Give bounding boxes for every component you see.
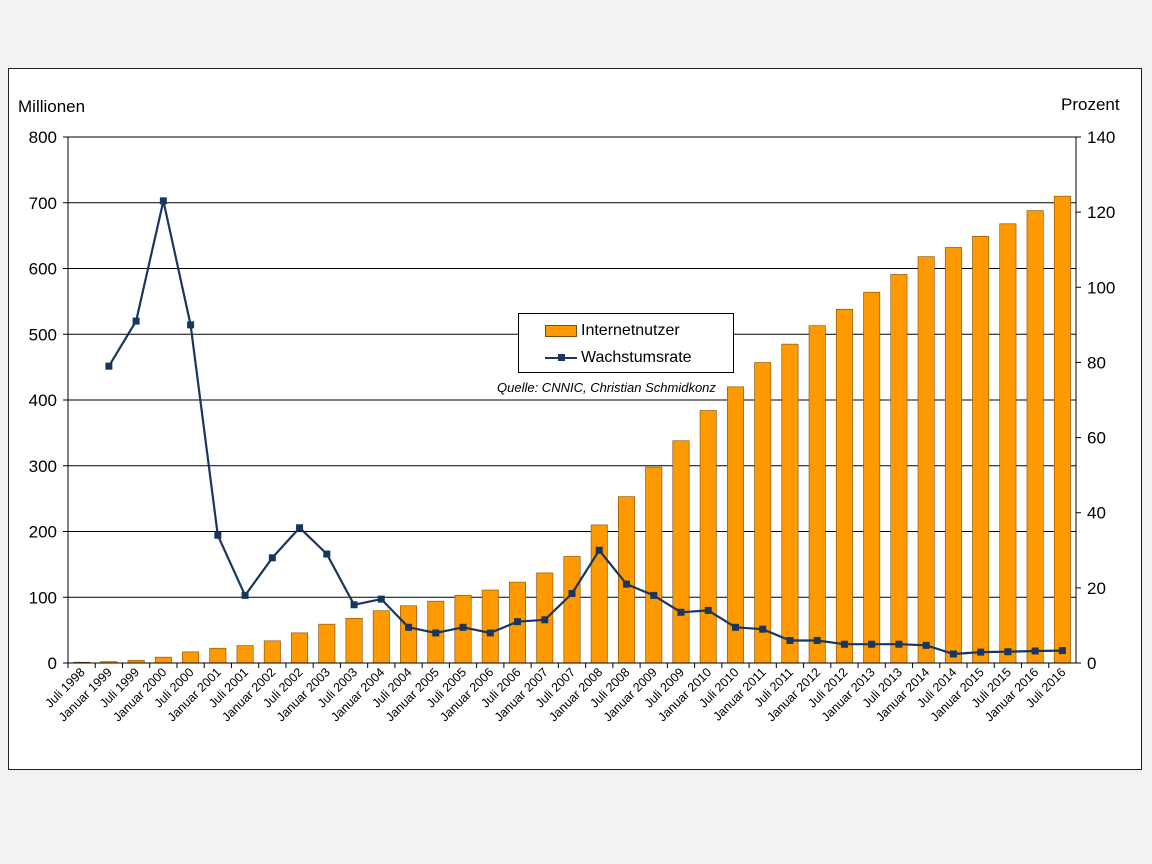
- marker-wachstumsrate: [949, 650, 957, 658]
- bar-internetnutzer: [917, 256, 935, 664]
- marker-wachstumsrate: [377, 595, 385, 603]
- bar-internetnutzer: [1026, 210, 1044, 664]
- bar-internetnutzer: [972, 235, 990, 664]
- left-tick-label: 400: [29, 391, 57, 410]
- bar-internetnutzer: [236, 645, 254, 664]
- marker-wachstumsrate: [268, 554, 276, 562]
- right-tick-label: 100: [1087, 278, 1115, 297]
- chart-svg: 0 100 200 300 400 500 600 700 800 0 20 40 60 80 100 120…: [29, 128, 1116, 724]
- marker-wachstumsrate: [922, 641, 930, 649]
- legend-swatch-bar: [545, 325, 577, 337]
- bar-internetnutzer: [154, 656, 172, 664]
- right-tick-label: 60: [1087, 429, 1106, 448]
- left-tick-label: 100: [29, 588, 57, 607]
- marker-wachstumsrate: [459, 623, 467, 631]
- marker-wachstumsrate: [595, 546, 603, 554]
- marker-wachstumsrate: [105, 362, 113, 370]
- bar-internetnutzer: [944, 247, 962, 664]
- marker-wachstumsrate: [1058, 647, 1066, 655]
- marker-wachstumsrate: [514, 618, 522, 626]
- left-tick-label: 700: [29, 194, 57, 213]
- right-tick-label: 120: [1087, 203, 1115, 222]
- marker-wachstumsrate: [650, 591, 658, 599]
- right-tick-label: 20: [1087, 579, 1106, 598]
- marker-wachstumsrate: [350, 601, 358, 609]
- marker-wachstumsrate: [187, 321, 195, 329]
- legend-item-internetnutzer: Internetnutzer: [519, 318, 733, 344]
- line-wachstumsrate: [107, 199, 1063, 656]
- bar-internetnutzer: [481, 589, 499, 664]
- marker-wachstumsrate: [622, 580, 630, 588]
- bar-internetnutzer: [699, 410, 717, 664]
- marker-wachstumsrate: [895, 640, 903, 648]
- bar-internetnutzer: [345, 617, 363, 664]
- bar-internetnutzer: [263, 640, 281, 664]
- bar-internetnutzer: [808, 325, 826, 664]
- legend: Internetnutzer Wachstumsrate: [518, 313, 734, 373]
- bar-internetnutzer: [372, 610, 390, 664]
- marker-wachstumsrate: [813, 636, 821, 644]
- marker-wachstumsrate: [132, 317, 140, 325]
- marker-wachstumsrate: [868, 640, 876, 648]
- right-tick-label: 80: [1087, 353, 1106, 372]
- bar-internetnutzer: [999, 223, 1017, 664]
- bar-internetnutzer: [890, 274, 908, 664]
- left-tick-label: 500: [29, 325, 57, 344]
- marker-wachstumsrate: [214, 531, 222, 539]
- bar-internetnutzer: [618, 496, 635, 664]
- marker-wachstumsrate: [677, 608, 685, 616]
- marker-wachstumsrate: [405, 623, 413, 631]
- marker-wachstumsrate: [731, 623, 739, 631]
- bar-internetnutzer: [726, 386, 744, 664]
- bar-internetnutzer: [835, 308, 853, 664]
- bar-internetnutzer: [781, 343, 799, 664]
- legend-item-wachstumsrate: Wachstumsrate: [519, 345, 733, 371]
- left-tick-label: 600: [29, 260, 57, 279]
- bar-internetnutzer: [645, 466, 663, 664]
- legend-label-internetnutzer: Internetnutzer: [581, 322, 680, 339]
- bar-internetnutzer: [672, 440, 690, 664]
- marker-wachstumsrate: [486, 629, 494, 637]
- bar-internetnutzer: [1053, 195, 1071, 664]
- left-tick-label: 200: [29, 523, 57, 542]
- bar-internetnutzer: [182, 651, 200, 664]
- bar-internetnutzer: [590, 524, 608, 664]
- bar-internetnutzer: [291, 632, 309, 664]
- chart-frame: 0 100 200 300 400 500 600 700 800 0 20 40 60 80 100 120…: [8, 68, 1142, 770]
- left-tick-label: 300: [29, 457, 57, 476]
- marker-wachstumsrate: [568, 589, 576, 597]
- marker-wachstumsrate: [786, 636, 794, 644]
- marker-wachstumsrate: [541, 616, 549, 624]
- marker-wachstumsrate: [1031, 647, 1039, 655]
- left-tick-label: 800: [29, 128, 57, 147]
- marker-wachstumsrate: [159, 197, 167, 205]
- marker-wachstumsrate: [241, 591, 249, 599]
- right-tick-label: 40: [1087, 504, 1106, 523]
- bar-internetnutzer: [754, 362, 772, 664]
- marker-wachstumsrate: [296, 524, 304, 532]
- marker-wachstumsrate: [704, 606, 712, 614]
- legend-label-wachstumsrate: Wachstumsrate: [581, 349, 692, 366]
- marker-wachstumsrate: [759, 625, 767, 633]
- source-note: Quelle: CNNIC, Christian Schmidkonz: [497, 380, 716, 395]
- marker-wachstumsrate: [1004, 648, 1012, 656]
- bar-internetnutzer: [209, 647, 227, 664]
- bar-internetnutzer: [563, 556, 581, 664]
- marker-wachstumsrate: [977, 648, 985, 656]
- bar-internetnutzer: [318, 623, 336, 664]
- bar-internetnutzer: [400, 605, 418, 664]
- legend-swatch-marker: [558, 354, 565, 361]
- bar-internetnutzer: [863, 291, 881, 664]
- right-tick-label: 0: [1087, 654, 1096, 673]
- right-axis-unit: Prozent: [1061, 95, 1120, 114]
- right-tick-label: 140: [1087, 128, 1115, 147]
- left-axis-unit: Millionen: [18, 97, 86, 116]
- marker-wachstumsrate: [323, 550, 331, 558]
- marker-wachstumsrate: [840, 640, 848, 648]
- marker-wachstumsrate: [432, 629, 440, 637]
- left-tick-label: 0: [48, 654, 57, 673]
